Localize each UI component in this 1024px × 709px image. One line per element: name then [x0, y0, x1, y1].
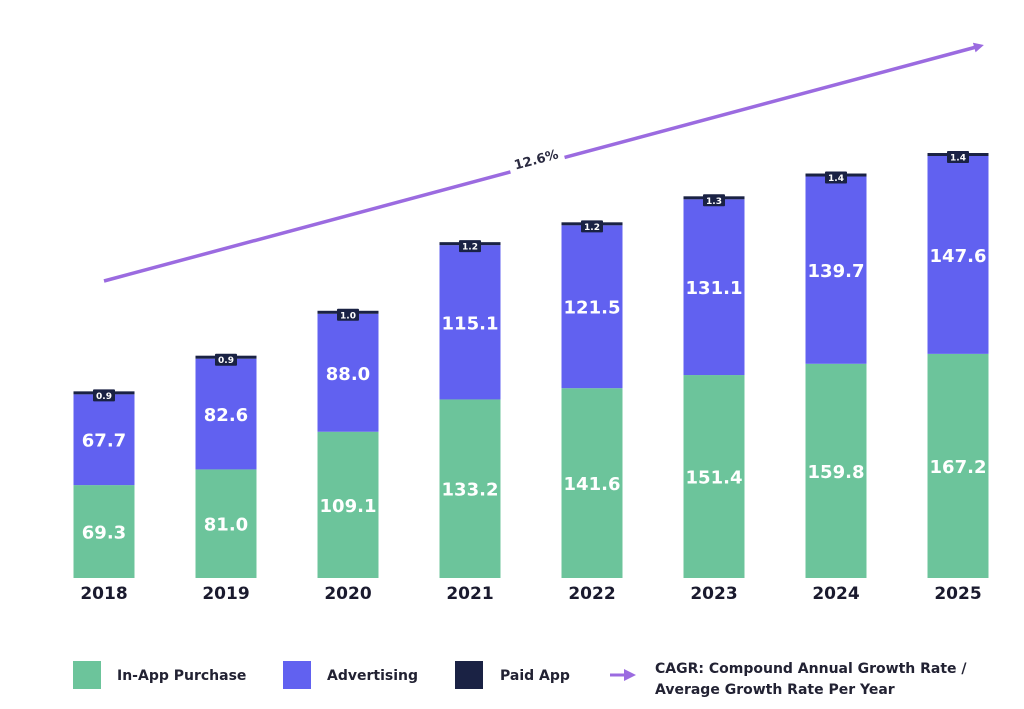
- legend-swatch-in-app-purchase: [73, 661, 101, 689]
- data-label-badge-paid-app-2023: [703, 194, 725, 207]
- x-tick-label-2018: 2018: [80, 584, 127, 604]
- data-label-advertising-2025: 147.6: [930, 246, 987, 267]
- data-label-in-app-purchase-2022: 141.6: [564, 474, 621, 495]
- data-label-badge-paid-app-2019: [215, 353, 237, 366]
- data-label-in-app-purchase-2019: 81.0: [204, 515, 248, 536]
- bars-group: 69.3 67.7 0.9 81.0 82.6 0.9 109.1 88.0 1.0 133.2 1…: [73, 151, 989, 578]
- bar-advertising-2023: [683, 199, 745, 376]
- data-label-badge-paid-app-2022: [581, 220, 603, 233]
- bar-in-app-purchase-2019: [195, 469, 257, 578]
- data-label-paid-app-2022: 1.2: [584, 223, 600, 233]
- legend-swatch-paid-app: [455, 661, 483, 689]
- bar-in-app-purchase-2018: [73, 485, 135, 578]
- data-label-advertising-2022: 121.5: [564, 298, 621, 319]
- data-label-paid-app-2023: 1.3: [706, 197, 722, 207]
- data-label-in-app-purchase-2023: 151.4: [686, 468, 743, 489]
- data-label-badge-paid-app-2020: [337, 308, 359, 321]
- legend-label-cagr-line2: Average Growth Rate Per Year: [655, 682, 895, 698]
- x-tick-label-2023: 2023: [690, 584, 737, 604]
- data-label-badge-paid-app-2024: [825, 171, 847, 184]
- bar-advertising-2021: [439, 245, 501, 400]
- data-label-advertising-2019: 82.6: [204, 405, 248, 426]
- bar-in-app-purchase-2021: [439, 399, 501, 578]
- data-label-paid-app-2018: 0.9: [96, 392, 112, 402]
- bar-in-app-purchase-2023: [683, 375, 745, 578]
- bar-advertising-2024: [805, 176, 867, 364]
- bar-advertising-2025: [927, 156, 989, 354]
- bar-advertising-2019: [195, 358, 257, 470]
- bar-advertising-2020: [317, 313, 379, 432]
- bar-advertising-2018: [73, 394, 135, 486]
- x-tick-label-2019: 2019: [202, 584, 249, 604]
- data-label-advertising-2018: 67.7: [82, 431, 126, 452]
- data-label-badge-paid-app-2018: [93, 389, 115, 402]
- data-label-paid-app-2025: 1.4: [950, 154, 966, 164]
- bar-in-app-purchase-2022: [561, 388, 623, 578]
- data-label-paid-app-2024: 1.4: [828, 174, 844, 184]
- x-tick-label-2020: 2020: [324, 584, 371, 604]
- data-label-advertising-2020: 88.0: [326, 364, 370, 385]
- data-label-advertising-2023: 131.1: [686, 278, 743, 299]
- data-label-advertising-2024: 139.7: [808, 261, 865, 282]
- cagr-label-background: [506, 143, 566, 175]
- x-tick-label-2022: 2022: [568, 584, 615, 604]
- bar-in-app-purchase-2025: [927, 353, 989, 578]
- bar-in-app-purchase-2020: [317, 431, 379, 578]
- data-label-paid-app-2019: 0.9: [218, 356, 234, 366]
- legend-label-in-app-purchase: In-App Purchase: [117, 668, 246, 684]
- data-label-paid-app-2021: 1.2: [462, 243, 478, 253]
- data-label-in-app-purchase-2025: 167.2: [930, 457, 987, 478]
- legend: In-App Purchase Advertising Paid App CAG…: [73, 661, 967, 698]
- data-label-in-app-purchase-2018: 69.3: [82, 523, 126, 544]
- data-label-badge-paid-app-2025: [947, 151, 969, 164]
- legend-label-paid-app: Paid App: [500, 668, 570, 684]
- x-tick-label-2024: 2024: [812, 584, 859, 604]
- data-label-in-app-purchase-2021: 133.2: [442, 480, 499, 501]
- data-label-in-app-purchase-2020: 109.1: [320, 496, 377, 517]
- data-label-paid-app-2020: 1.0: [340, 311, 356, 321]
- legend-label-cagr-line1: CAGR: Compound Annual Growth Rate /: [655, 661, 967, 677]
- bar-advertising-2022: [561, 225, 623, 389]
- x-tick-label-2021: 2021: [446, 584, 493, 604]
- legend-swatch-advertising: [283, 661, 311, 689]
- data-label-badge-paid-app-2021: [459, 240, 481, 253]
- x-axis-tick-labels: 2018 2019 2020 2021 2022 2023 2024 2025: [80, 584, 981, 604]
- x-tick-label-2025: 2025: [934, 584, 981, 604]
- data-label-in-app-purchase-2024: 159.8: [808, 462, 865, 483]
- data-label-advertising-2021: 115.1: [442, 313, 499, 334]
- legend-label-advertising: Advertising: [327, 668, 418, 684]
- bar-in-app-purchase-2024: [805, 363, 867, 578]
